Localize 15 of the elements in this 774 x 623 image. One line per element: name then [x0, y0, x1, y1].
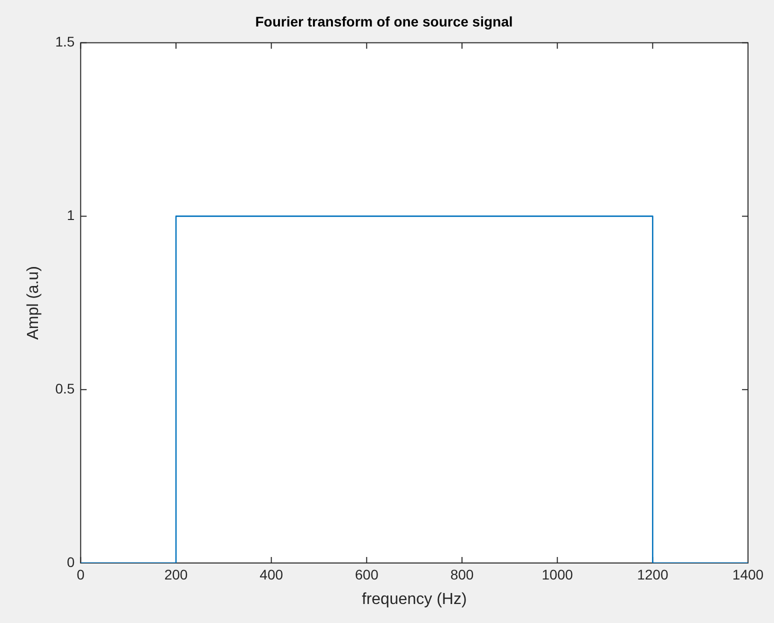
y-axis-title: Ampl (a.u) — [25, 266, 42, 340]
y-tick-label: 1.5 — [55, 34, 75, 50]
x-tick-label: 1200 — [637, 566, 668, 582]
chart-title: Fourier transform of one source signal — [255, 13, 513, 30]
x-tick-label: 800 — [450, 566, 474, 582]
y-tick-label: 0 — [66, 554, 75, 570]
x-tick-label: 1000 — [542, 566, 574, 582]
x-tick-label: 200 — [164, 566, 188, 582]
x-tick-label: 0 — [76, 566, 85, 582]
x-tick-label: 1400 — [732, 566, 764, 582]
x-axis-title: frequency (Hz) — [362, 590, 467, 608]
x-tick-label: 400 — [260, 566, 284, 582]
y-tick-label: 1 — [66, 207, 75, 224]
y-tick-label: 0.5 — [55, 380, 75, 396]
x-tick-label: 600 — [354, 566, 379, 582]
